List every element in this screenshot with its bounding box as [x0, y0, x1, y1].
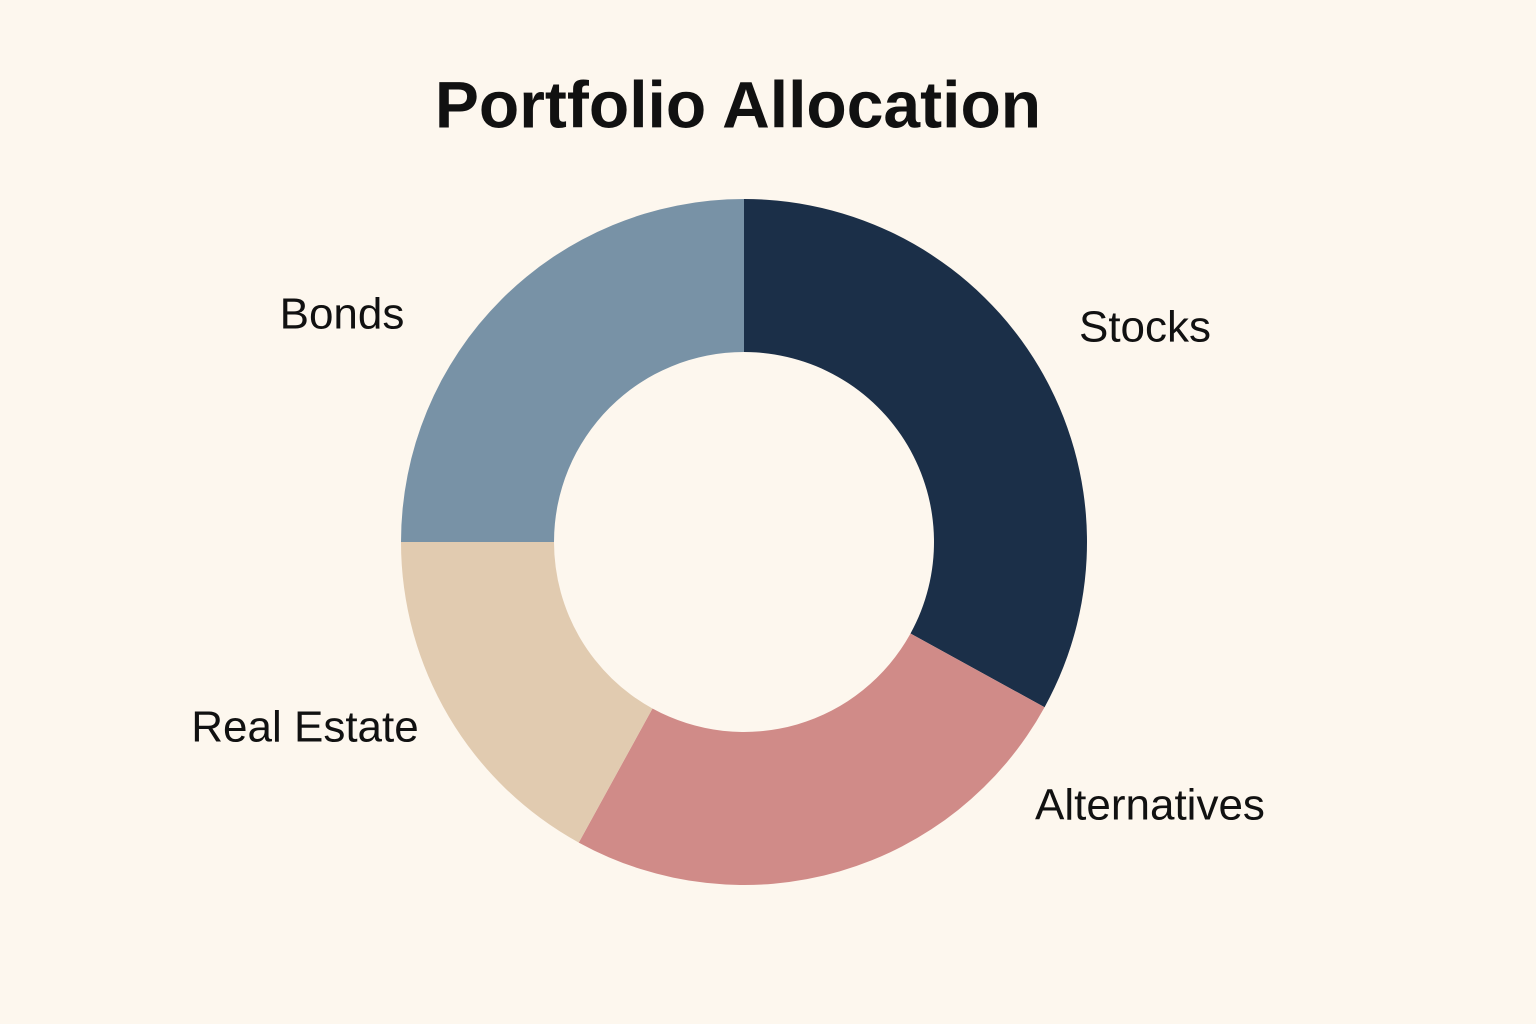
donut-slice	[401, 542, 653, 843]
donut-slice	[744, 199, 1088, 708]
slice-label: Alternatives	[1035, 781, 1265, 830]
slice-label: Stocks	[1079, 303, 1211, 352]
donut-slice	[578, 633, 1045, 886]
slice-label: Real Estate	[191, 703, 418, 752]
chart-title: Portfolio Allocation	[435, 67, 1041, 141]
donut-slice	[401, 199, 744, 542]
slice-label: Bonds	[280, 290, 405, 339]
